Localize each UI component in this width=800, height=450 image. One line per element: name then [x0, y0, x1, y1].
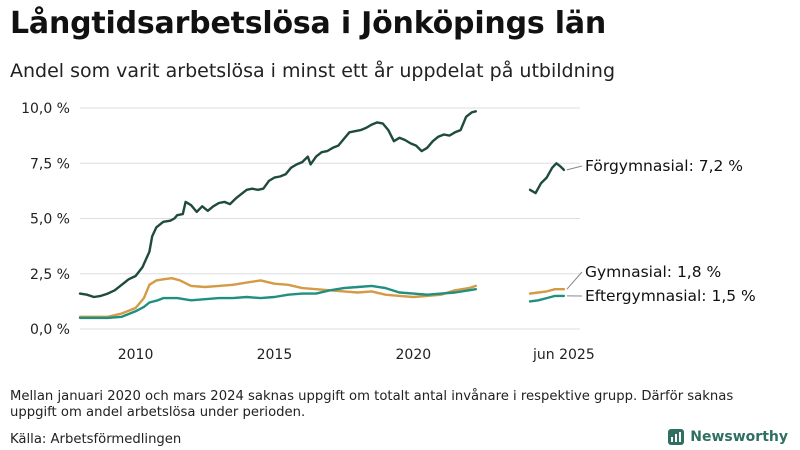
- series-end-labels: Förgymnasial: 7,2 % Gymnasial: 1,8 % Efter…: [566, 157, 756, 305]
- y-tick-label: 7,5 %: [30, 156, 70, 172]
- x-axis-ticks: 2010 2015 2020 jun 2025: [118, 347, 595, 363]
- y-tick-label: 5,0 %: [30, 212, 70, 228]
- series-line-förgymnasial: [78, 110, 477, 299]
- x-tick-label: 2015: [257, 347, 293, 363]
- y-tick-label: 10,0 %: [21, 101, 70, 117]
- footnote: Mellan januari 2020 och mars 2024 saknas…: [10, 389, 734, 420]
- chart-title: Långtidsarbetslösa i Jönköpings län: [10, 6, 607, 41]
- label-connector: [566, 165, 583, 171]
- series-line-eftergymnasial: [528, 294, 566, 303]
- end-label-eftergymnasial: Eftergymnasial: 1,5 %: [585, 287, 756, 305]
- label-connector: [566, 271, 583, 290]
- y-axis-ticks: 0,0 % 2,5 % 5,0 % 7,5 % 10,0 %: [21, 101, 70, 338]
- x-tick-label: 2020: [396, 347, 432, 363]
- end-label-gymnasial: Gymnasial: 1,8 %: [585, 263, 721, 281]
- bar-chart-icon: [668, 429, 685, 445]
- line-chart: 0,0 % 2,5 % 5,0 % 7,5 % 10,0 % 2010 2015 2020 j…: [21, 101, 756, 363]
- chart-subtitle: Andel som varit arbetslösa i minst ett å…: [10, 60, 616, 82]
- series-line-gymnasial: [528, 288, 566, 295]
- x-tick-label: jun 2025: [532, 347, 595, 363]
- x-tick-label: 2010: [118, 347, 154, 363]
- end-label-förgymnasial: Förgymnasial: 7,2 %: [585, 157, 743, 175]
- series-lines: [78, 110, 566, 320]
- series-line-gymnasial: [78, 277, 477, 318]
- brand-logo[interactable]: Newsworthy: [668, 429, 788, 445]
- y-tick-label: 2,5 %: [30, 267, 70, 283]
- gridlines: [80, 107, 580, 330]
- series-line-eftergymnasial: [78, 284, 477, 320]
- source-text: Källa: Arbetsförmedlingen: [10, 432, 182, 447]
- series-line-förgymnasial: [528, 162, 566, 195]
- brand-name: Newsworthy: [690, 429, 788, 445]
- y-tick-label: 0,0 %: [30, 322, 70, 338]
